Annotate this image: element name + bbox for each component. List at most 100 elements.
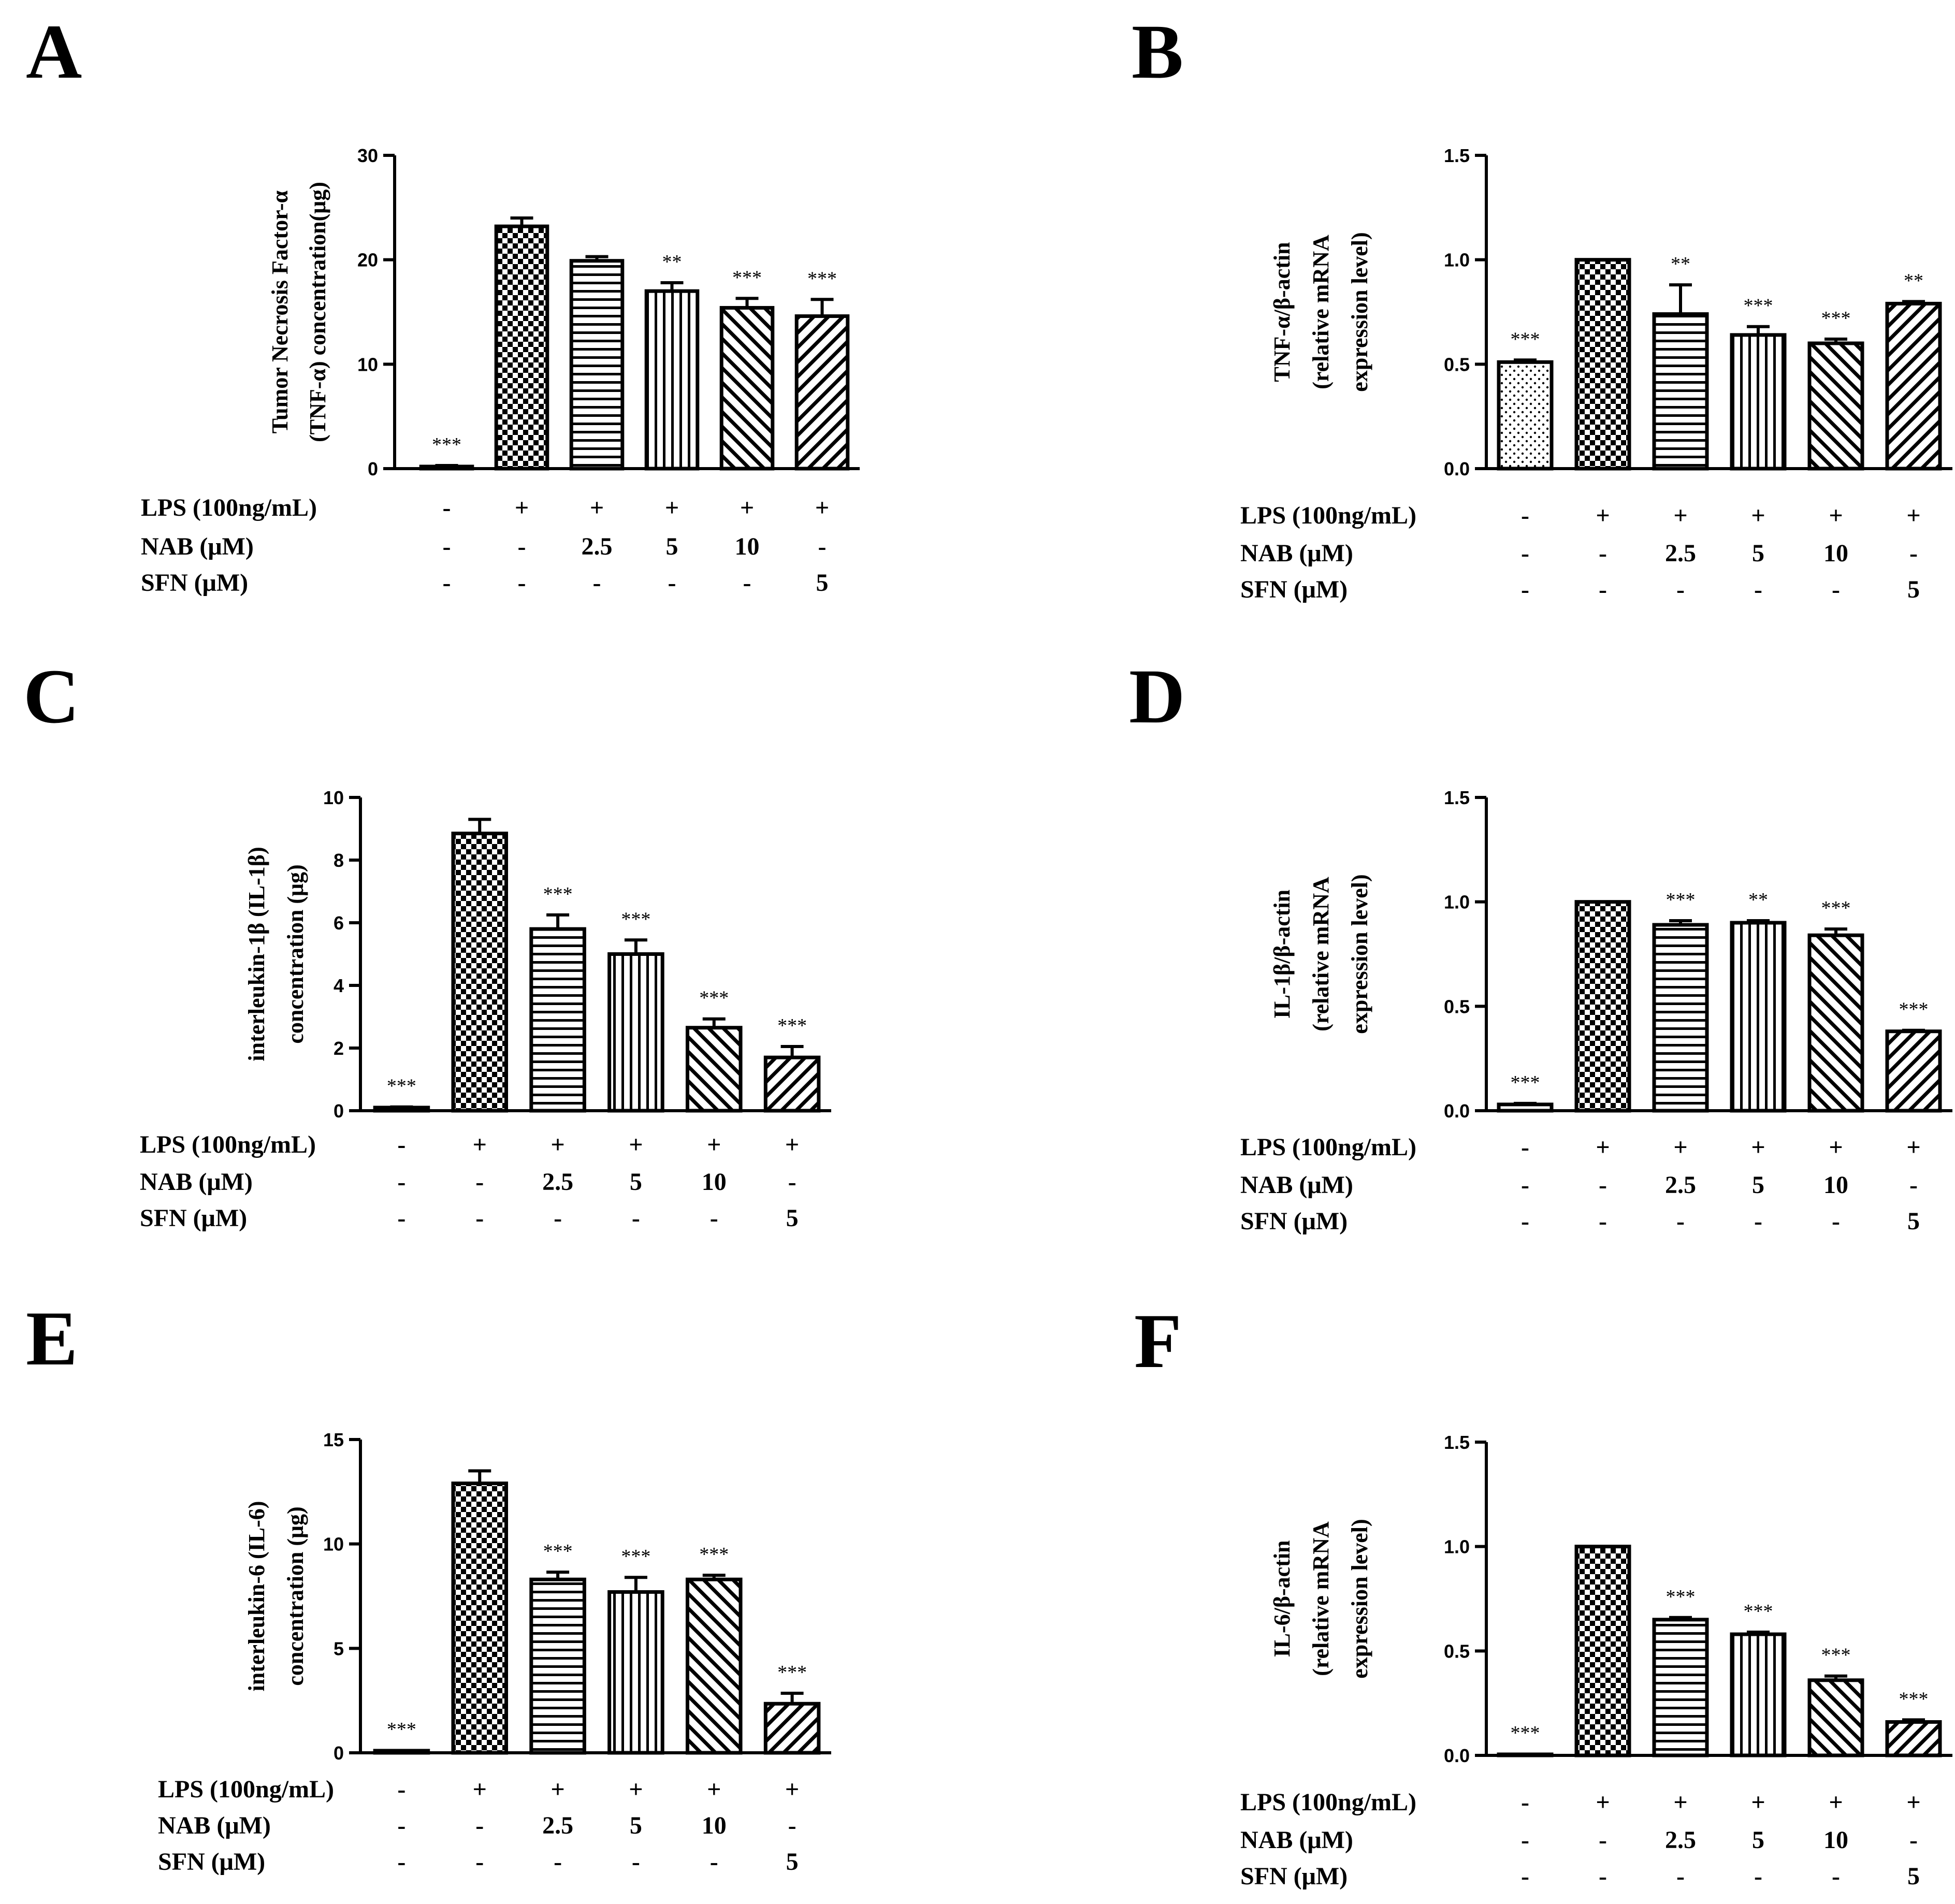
condition-value: - <box>475 1204 484 1232</box>
y-tick-label: 0.5 <box>1444 1640 1470 1662</box>
y-axis-label: TNF-α/β-actin <box>1269 242 1295 382</box>
significance-label: *** <box>432 434 461 456</box>
condition-value: 2.5 <box>582 533 613 560</box>
condition-value: + <box>473 1776 487 1803</box>
condition-value: - <box>1909 1171 1918 1199</box>
condition-value: + <box>707 1776 721 1803</box>
y-axis-label: expression level) <box>1347 874 1372 1034</box>
panel-F: F 0.0 0.5 1.0 1.5 IL-6/β-actin (relative mRNA e… <box>1134 1298 1952 1890</box>
condition-value: - <box>593 569 601 597</box>
condition-value: + <box>1906 502 1920 529</box>
panel-A: A 0 10 20 30 Tumor Necrosis Factor-α (TNF-α) c… <box>26 9 860 597</box>
significance-label: ** <box>1748 889 1768 911</box>
condition-value: - <box>397 1204 406 1232</box>
significance-label: *** <box>543 883 573 905</box>
y-tick-label: 0 <box>334 1100 344 1122</box>
condition-value: 10 <box>735 533 760 560</box>
condition-value: - <box>1832 576 1840 603</box>
condition-value: 5 <box>786 1204 799 1232</box>
condition-value: - <box>710 1204 718 1232</box>
condition-value: - <box>818 533 827 560</box>
y-tick-label: 6 <box>334 912 344 934</box>
y-tick-label: 0.0 <box>1444 1100 1470 1122</box>
y-axis-label: (TNF-α) concentration(μg) <box>305 182 330 442</box>
condition-value: + <box>1906 1133 1920 1161</box>
condition-value: + <box>815 494 829 521</box>
condition-value: 10 <box>702 1168 727 1196</box>
condition-value: - <box>475 1168 484 1196</box>
condition-value: - <box>1599 1863 1607 1890</box>
panel-D: D 0.0 0.5 1.0 1.5 IL-1β/β-actin (relative mRNA… <box>1129 653 1952 1235</box>
condition-value: - <box>475 1812 484 1839</box>
condition-label: NAB (μM) <box>141 533 254 560</box>
condition-label: LPS (100ng/mL) <box>1240 502 1416 529</box>
bar <box>373 1749 430 1755</box>
condition-value: + <box>629 1776 643 1803</box>
bar <box>451 832 509 1113</box>
condition-value: - <box>1521 1826 1529 1854</box>
condition-label: LPS (100ng/mL) <box>158 1776 334 1803</box>
condition-label: LPS (100ng/mL) <box>1240 1133 1416 1161</box>
condition-value: - <box>397 1776 406 1803</box>
bar <box>719 306 775 471</box>
condition-value: - <box>397 1168 406 1196</box>
y-tick-label: 20 <box>357 250 378 271</box>
significance-label: *** <box>621 1546 650 1567</box>
significance-label: *** <box>1821 897 1851 919</box>
significance-label: *** <box>777 1015 807 1037</box>
panel-letter: B <box>1132 9 1183 95</box>
bar <box>685 1577 743 1755</box>
condition-value: - <box>1909 540 1918 567</box>
y-axis-label: concentration (μg) <box>283 1506 308 1685</box>
significance-label: *** <box>621 908 650 930</box>
condition-label: NAB (μM) <box>1240 1171 1353 1199</box>
condition-value: - <box>554 1204 562 1232</box>
condition-value: 5 <box>1752 1826 1764 1854</box>
condition-value: - <box>1676 1863 1685 1890</box>
condition-value: - <box>632 1848 640 1876</box>
y-tick-label: 15 <box>323 1429 344 1450</box>
condition-value: + <box>551 1131 564 1158</box>
condition-value: - <box>554 1848 562 1876</box>
significance-label: *** <box>1666 1586 1696 1608</box>
condition-value: - <box>788 1168 797 1196</box>
bar <box>529 1577 586 1755</box>
condition-value: - <box>1599 540 1607 567</box>
condition-value: - <box>443 569 451 597</box>
condition-value: + <box>551 1776 564 1803</box>
panel-letter: D <box>1129 653 1185 739</box>
y-axis-label: IL-6/β-actin <box>1269 1540 1295 1657</box>
condition-value: + <box>515 494 529 521</box>
significance-label: *** <box>1744 1601 1773 1622</box>
significance-label: *** <box>1666 889 1696 911</box>
significance-label: *** <box>1899 999 1929 1021</box>
significance-label: ** <box>662 251 682 273</box>
significance-label: *** <box>387 1075 416 1097</box>
bar <box>1574 900 1631 1113</box>
bar <box>1807 933 1864 1113</box>
y-axis-label: concentration (μg) <box>283 864 308 1043</box>
condition-label: NAB (μM) <box>1240 540 1353 567</box>
condition-value: - <box>1521 576 1529 603</box>
condition-value: 10 <box>702 1812 727 1839</box>
condition-value: 2.5 <box>1665 1826 1696 1854</box>
condition-value: - <box>443 494 451 521</box>
condition-label: NAB (μM) <box>140 1168 253 1196</box>
condition-value: 10 <box>1823 540 1848 567</box>
condition-value: - <box>1599 1208 1607 1235</box>
significance-label: *** <box>807 268 837 289</box>
condition-value: + <box>1673 1789 1687 1816</box>
condition-value: + <box>785 1131 799 1158</box>
condition-value: - <box>743 569 751 597</box>
bar <box>763 1055 821 1113</box>
panel-letter: E <box>26 1296 78 1382</box>
bar <box>1730 333 1787 471</box>
significance-label: *** <box>1821 308 1851 329</box>
condition-value: - <box>1754 1208 1762 1235</box>
condition-value: 5 <box>786 1848 799 1876</box>
y-axis-label: (relative mRNA <box>1308 877 1334 1031</box>
condition-label: LPS (100ng/mL) <box>140 1131 316 1158</box>
y-tick-label: 0 <box>334 1742 344 1764</box>
